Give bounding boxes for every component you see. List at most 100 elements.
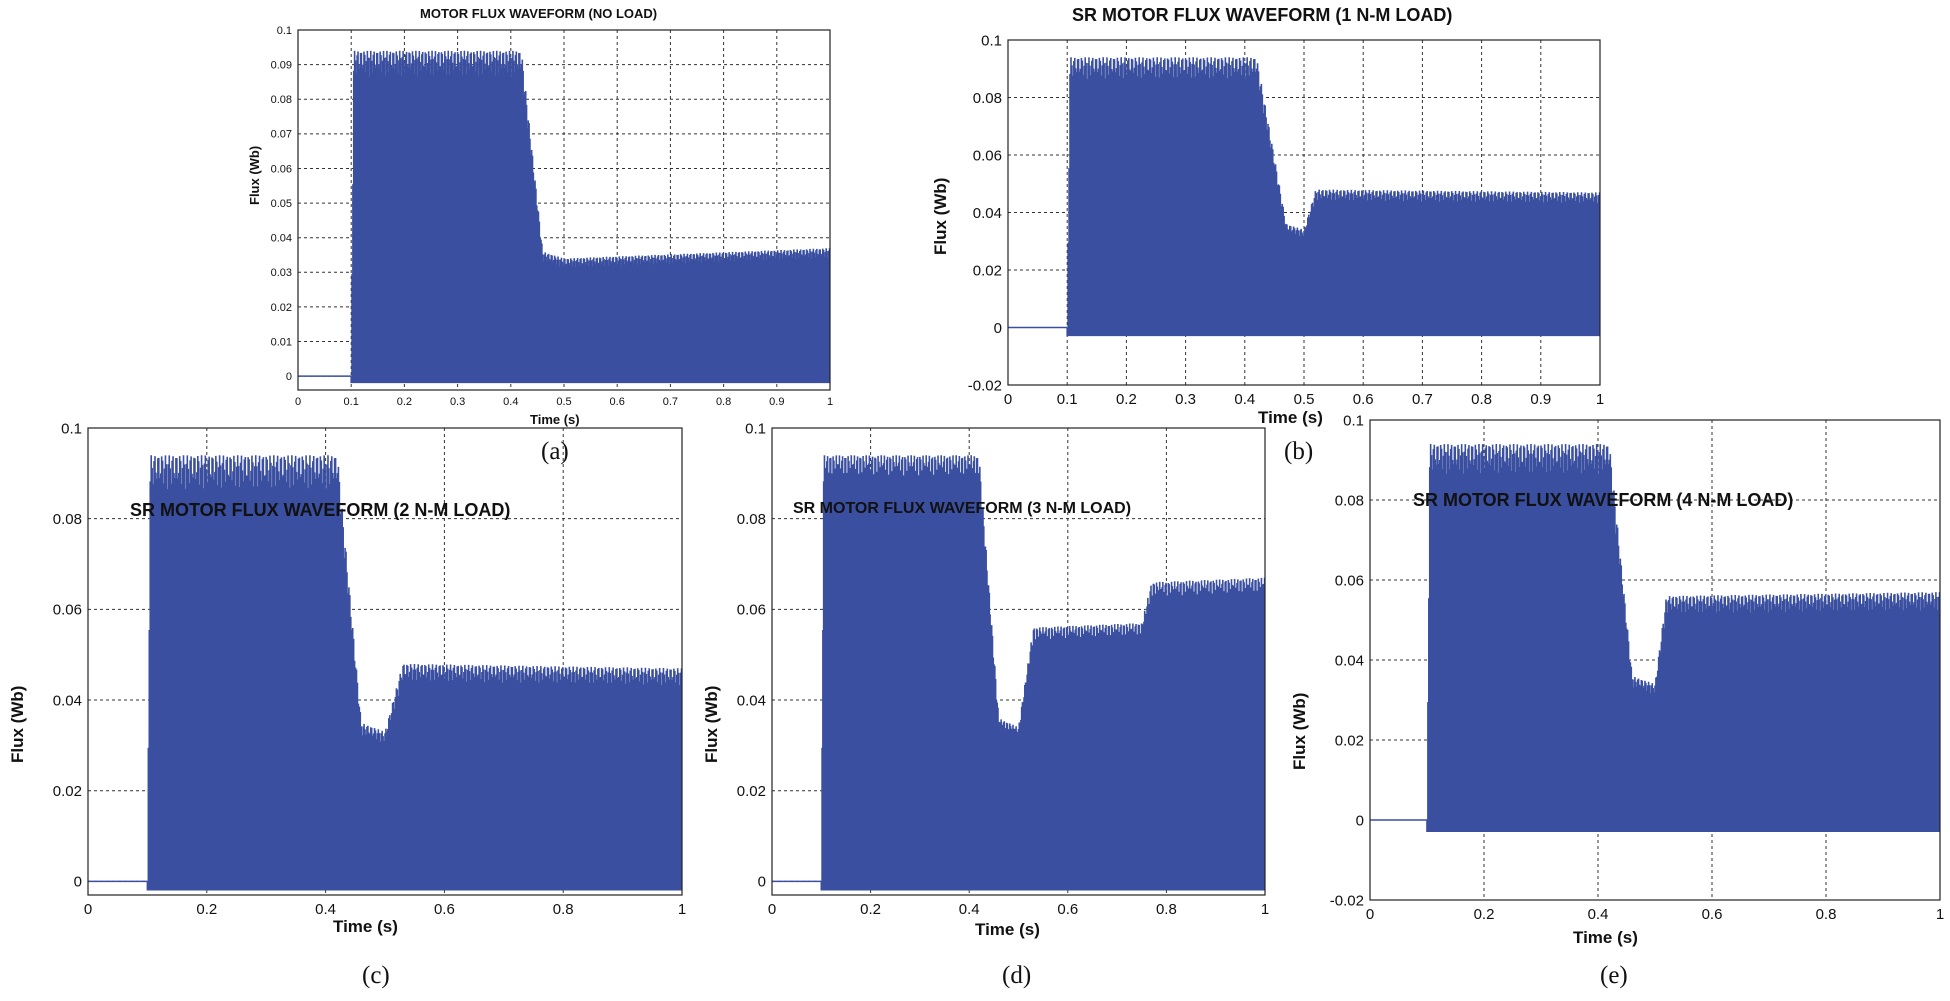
y-tick-label: 0 (758, 874, 766, 891)
y-axis-label: Flux (Wb) (931, 177, 950, 255)
y-tick-label: 0.06 (973, 147, 1002, 164)
y-tick-label: -0.02 (968, 377, 1002, 394)
y-tick-label: 0.03 (271, 267, 292, 279)
y-tick-label: 0.01 (271, 336, 292, 348)
chart-title: SR MOTOR FLUX WAVEFORM (3 N-M LOAD) (793, 500, 1132, 517)
x-tick-label: 0.8 (1471, 391, 1492, 408)
x-tick-label: 0.1 (344, 396, 359, 408)
plot-frame (1007, 39, 1601, 386)
chart-title: SR MOTOR FLUX WAVEFORM (1 N-M LOAD) (1072, 5, 1453, 25)
x-tick-label: 0.8 (1816, 906, 1837, 923)
x-tick-label: 0.4 (959, 901, 980, 918)
flux-trace (146, 455, 683, 891)
y-tick-label: 0.07 (271, 129, 292, 141)
x-tick-label: 0.2 (196, 901, 217, 918)
y-tick-label: 0.09 (271, 59, 292, 71)
y-tick-label: 0.08 (737, 511, 766, 528)
x-tick-label: 1 (1596, 391, 1604, 408)
caption-b: (b) (1284, 438, 1314, 465)
x-tick-label: 0.5 (1294, 391, 1315, 408)
chart-title: SR MOTOR FLUX WAVEFORM (2 N-M LOAD) (130, 500, 511, 520)
y-tick-label: 0 (994, 320, 1002, 337)
y-tick-label: 0.06 (53, 602, 82, 619)
y-tick-label: 0.08 (973, 90, 1002, 107)
y-tick-label: 0.1 (277, 25, 292, 37)
x-tick-label: 0.8 (553, 901, 574, 918)
y-tick-label: 0.06 (271, 163, 292, 175)
x-tick-label: 0.2 (1116, 391, 1137, 408)
y-axis-label: Flux (Wb) (1290, 692, 1309, 770)
flux-trace (1066, 57, 1601, 337)
y-tick-label: 0.04 (53, 692, 82, 709)
y-tick-label: 0.1 (61, 420, 82, 437)
y-tick-label: 0.02 (53, 783, 82, 800)
x-tick-label: 1 (678, 901, 686, 918)
plot-frame (297, 29, 831, 391)
x-tick-label: 0.4 (315, 901, 336, 918)
x-tick-label: 0.2 (1474, 906, 1495, 923)
x-tick-label: 0.6 (1057, 901, 1078, 918)
y-tick-label: 0 (1356, 812, 1364, 829)
flux-trace (820, 455, 1266, 891)
x-tick-label: 0.7 (1412, 391, 1433, 408)
x-axis-label: Time (s) (1573, 928, 1638, 947)
x-tick-label: 1 (1261, 901, 1269, 918)
x-tick-label: 0.6 (1702, 906, 1723, 923)
y-tick-label: 0.1 (1343, 412, 1364, 429)
y-tick-label: 0 (286, 371, 292, 383)
y-tick-label: 0.02 (271, 302, 292, 314)
y-tick-label: 0.05 (271, 198, 292, 210)
x-tick-label: 0.2 (860, 901, 881, 918)
x-axis-label: Time (s) (333, 917, 398, 936)
x-tick-label: 0.5 (556, 396, 571, 408)
x-tick-label: 0 (768, 901, 776, 918)
y-tick-label: 0.08 (271, 94, 292, 106)
plot-frame (771, 427, 1266, 896)
x-tick-label: 0.4 (1234, 391, 1255, 408)
x-tick-label: 1 (1936, 906, 1944, 923)
x-tick-label: 0.9 (1530, 391, 1551, 408)
x-tick-label: 0.3 (450, 396, 465, 408)
y-tick-label: 0.08 (1335, 492, 1364, 509)
caption-d: (d) (1002, 962, 1032, 989)
caption-c: (c) (362, 962, 390, 989)
caption-e: (e) (1600, 962, 1628, 989)
x-tick-label: 0.8 (1156, 901, 1177, 918)
x-tick-label: 0 (1004, 391, 1012, 408)
x-tick-label: 0 (295, 396, 301, 408)
y-tick-label: -0.02 (1330, 892, 1364, 909)
y-tick-label: 0.04 (973, 205, 1002, 222)
x-tick-label: 0.2 (397, 396, 412, 408)
x-tick-label: 0 (84, 901, 92, 918)
y-tick-label: 0.1 (981, 32, 1002, 49)
x-tick-label: 0.6 (610, 396, 625, 408)
flux-trace (1426, 444, 1941, 832)
plot-frame (1369, 419, 1941, 901)
x-axis-label: Time (s) (530, 412, 580, 427)
x-tick-label: 0.9 (769, 396, 784, 408)
chart-title: MOTOR FLUX WAVEFORM (NO LOAD) (420, 6, 658, 21)
y-tick-label: 0.08 (53, 511, 82, 528)
x-tick-label: 0.8 (716, 396, 731, 408)
caption-a: (a) (541, 438, 569, 465)
x-axis-label: Time (s) (975, 920, 1040, 939)
y-tick-label: 0.06 (1335, 572, 1364, 589)
flux-trace (350, 50, 831, 384)
y-axis-label: Flux (Wb) (8, 685, 27, 763)
y-tick-label: 0.04 (271, 233, 292, 245)
x-tick-label: 0.3 (1175, 391, 1196, 408)
x-tick-label: 0.7 (663, 396, 678, 408)
y-tick-label: 0.02 (973, 262, 1002, 279)
x-axis-label: Time (s) (1258, 408, 1323, 427)
plot-frame (87, 427, 683, 896)
y-tick-label: 0.1 (745, 420, 766, 437)
y-tick-label: 0.02 (1335, 732, 1364, 749)
x-tick-label: 0.1 (1057, 391, 1078, 408)
y-tick-label: 0.06 (737, 602, 766, 619)
y-tick-label: 0 (74, 874, 82, 891)
x-tick-label: 0.4 (503, 396, 518, 408)
x-tick-label: 0 (1366, 906, 1374, 923)
y-tick-label: 0.04 (737, 692, 766, 709)
y-axis-label: Flux (Wb) (702, 685, 721, 763)
